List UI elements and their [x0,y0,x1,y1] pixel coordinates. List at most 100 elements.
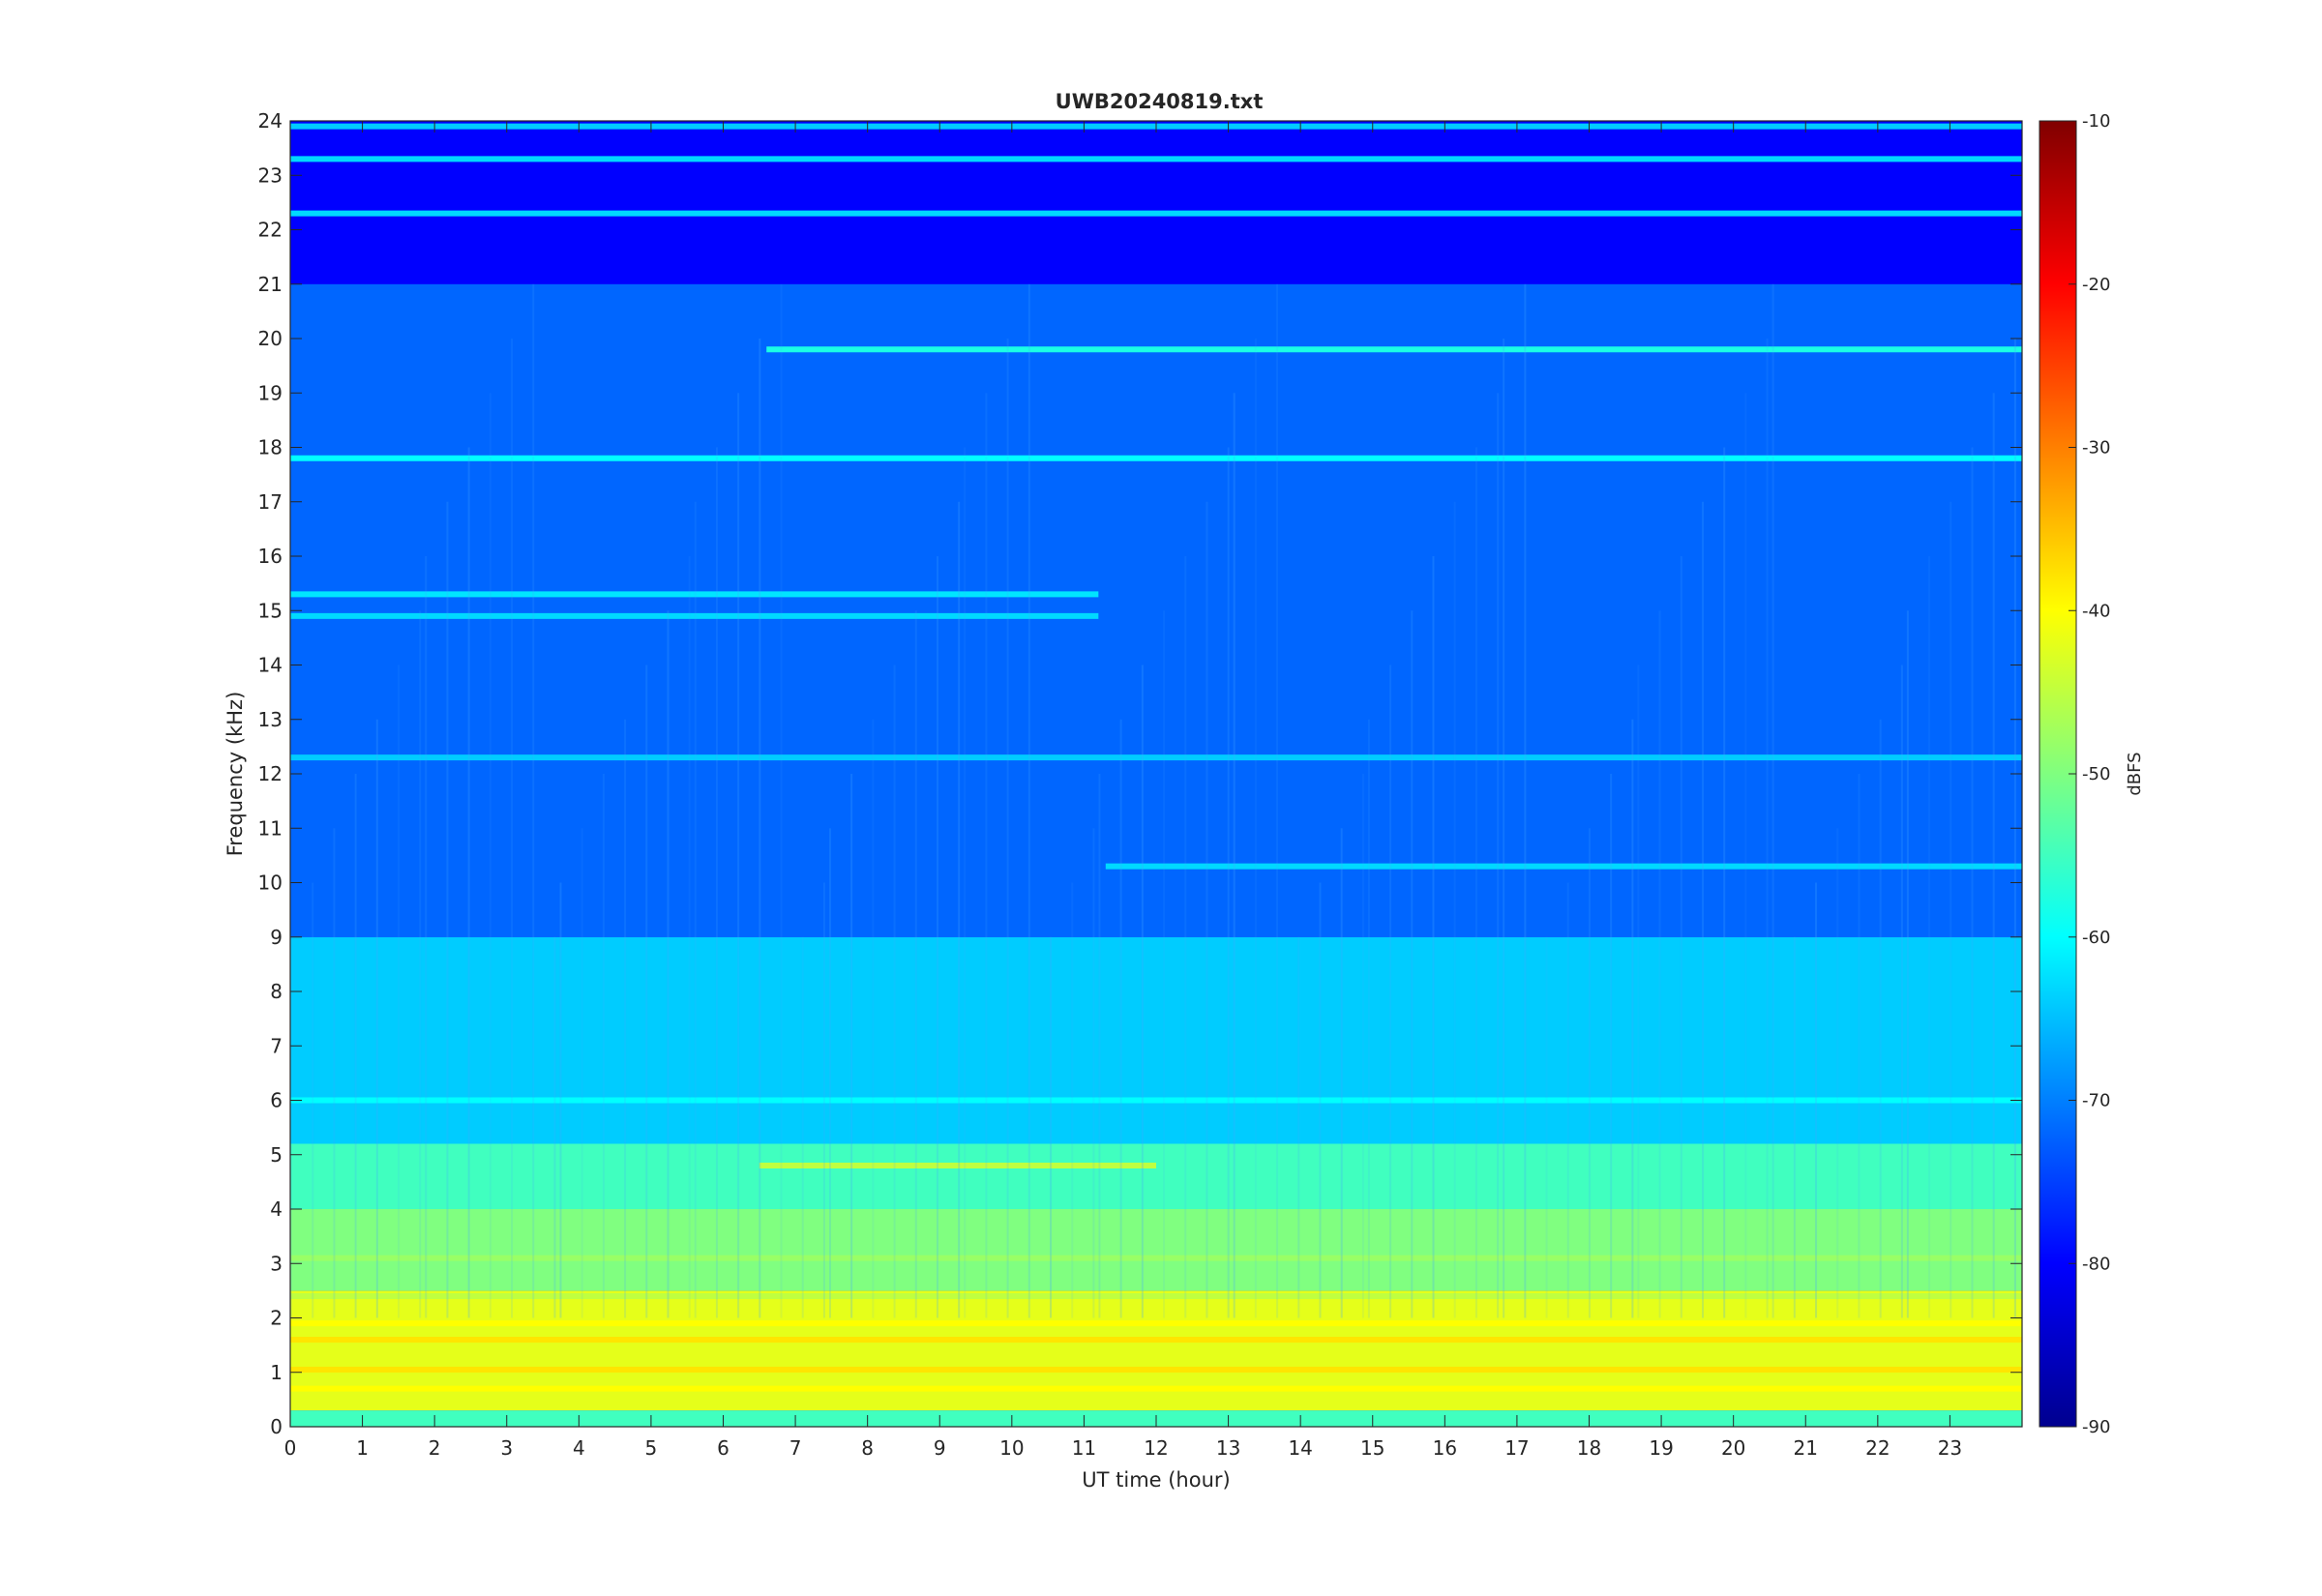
y-tick-label: 13 [258,708,283,731]
colorbar-tick-label: -20 [2082,275,2110,295]
vertical-streak [1815,882,1818,1318]
vertical-streak [893,665,896,1318]
vertical-streak [1432,556,1435,1318]
emission-band-16 [290,156,2022,163]
vertical-streak [580,828,583,1318]
vertical-streak [489,393,491,1318]
y-tick-label: 2 [270,1307,283,1330]
emission-band-12 [290,612,1099,619]
vertical-streak [801,936,804,1318]
background-region-4 [290,936,2022,1144]
x-tick-label: 1 [356,1436,369,1460]
emission-band-5 [290,1255,2022,1261]
vertical-streak [1680,556,1682,1318]
x-tick-label: 5 [645,1436,658,1460]
vertical-streak [1141,665,1144,1318]
vertical-streak [694,501,697,1318]
vertical-streak [1453,501,1456,1318]
background-region-1 [290,1290,2022,1411]
x-tick-label: 17 [1504,1436,1529,1460]
emission-band-6 [290,1227,2022,1234]
vertical-streak [964,447,967,1318]
vertical-streak [1723,447,1726,1318]
x-tick-label: 13 [1216,1436,1240,1460]
emission-band-2 [290,1337,2022,1343]
x-tick-label: 6 [717,1436,729,1460]
vertical-streak [1254,339,1257,1318]
x-axis: 0 1 2 3 4 5 6 7 8 9 10 11 12 13 14 15 16 17 18 19 20 21 22 23 [284,121,1962,1460]
vertical-streak [1297,936,1300,1318]
vertical-streak [333,828,336,1318]
emission-band-8 [290,1097,2022,1104]
x-tick-label: 4 [573,1436,585,1460]
vertical-streak [1971,447,1974,1318]
vertical-streak [936,556,938,1318]
x-tick-label: 15 [1360,1436,1384,1460]
vertical-streak [1098,774,1101,1318]
vertical-streak [1771,283,1774,1318]
x-tick-label: 16 [1433,1436,1457,1460]
x-tick-label: 3 [500,1436,513,1460]
x-tick-label: 14 [1288,1436,1312,1460]
background-layer [290,121,2022,1427]
x-tick-label: 22 [1865,1436,1890,1460]
vertical-streak [1744,393,1747,1318]
y-tick-label: 4 [270,1197,283,1221]
x-tick-label: 10 [999,1436,1024,1460]
vertical-streak [1276,283,1279,1318]
vertical-streak [1233,393,1235,1318]
vertical-streak [1545,936,1548,1318]
y-tick-label: 24 [258,109,283,133]
y-axis-label: Frequency (kHz) [223,692,247,857]
x-tick-label: 21 [1794,1436,1818,1460]
colorbar-tick-label: -60 [2082,928,2110,948]
vertical-streak [446,501,449,1318]
x-axis-label: UT time (hour) [1082,1468,1230,1492]
y-tick-label: 0 [270,1415,283,1438]
vertical-streak [780,283,783,1318]
vertical-streak [602,774,605,1318]
vertical-streak [1163,610,1166,1318]
vertical-streak [1367,719,1370,1318]
colorbar-tick-label: -40 [2082,601,2110,621]
vertical-streak [1474,447,1477,1318]
emission-band-0 [290,1385,2022,1392]
y-tick-label: 18 [258,436,283,459]
emission-band-9 [1105,863,2022,870]
vertical-streak [1227,447,1230,1318]
vertical-streak [1858,774,1861,1318]
vertical-streak [1340,828,1343,1318]
vertical-streak [1050,936,1053,1318]
vertical-streak [667,610,670,1318]
background-region-2 [290,1209,2022,1291]
vertical-streak [1119,719,1122,1318]
colorbar-ticks: -90 -80 -70 -60 -50 -40 -30 -20 -10 [2069,111,2110,1437]
vertical-streak [532,283,535,1318]
vertical-streak [467,447,470,1318]
vertical-streak [419,610,422,1318]
vertical-streak [1361,774,1364,1318]
colorbar-tick-label: -30 [2082,438,2110,458]
y-tick-label: 20 [258,327,283,350]
background-region-6 [290,121,2022,284]
emission-band-10 [290,754,2022,761]
y-tick-label: 9 [270,926,283,949]
plot-area [289,120,2023,1428]
vertical-streak [737,393,740,1318]
vertical-streak [375,719,378,1318]
vertical-streak [1503,339,1505,1318]
colorbar-tick-label: -90 [2082,1417,2110,1437]
y-tick-label: 21 [258,273,283,296]
x-tick-label: 12 [1144,1436,1168,1460]
vertical-streak [1766,339,1769,1318]
vertical-streak [1637,665,1640,1318]
x-tick-label: 11 [1072,1436,1096,1460]
vertical-streak [1631,719,1634,1318]
vertical-streak [1389,665,1392,1318]
vertical-streak [828,828,831,1318]
y-tick-label: 6 [270,1089,283,1112]
vertical-streak [1928,556,1931,1318]
vertical-streak [1793,936,1796,1318]
x-tick-label: 20 [1721,1436,1745,1460]
